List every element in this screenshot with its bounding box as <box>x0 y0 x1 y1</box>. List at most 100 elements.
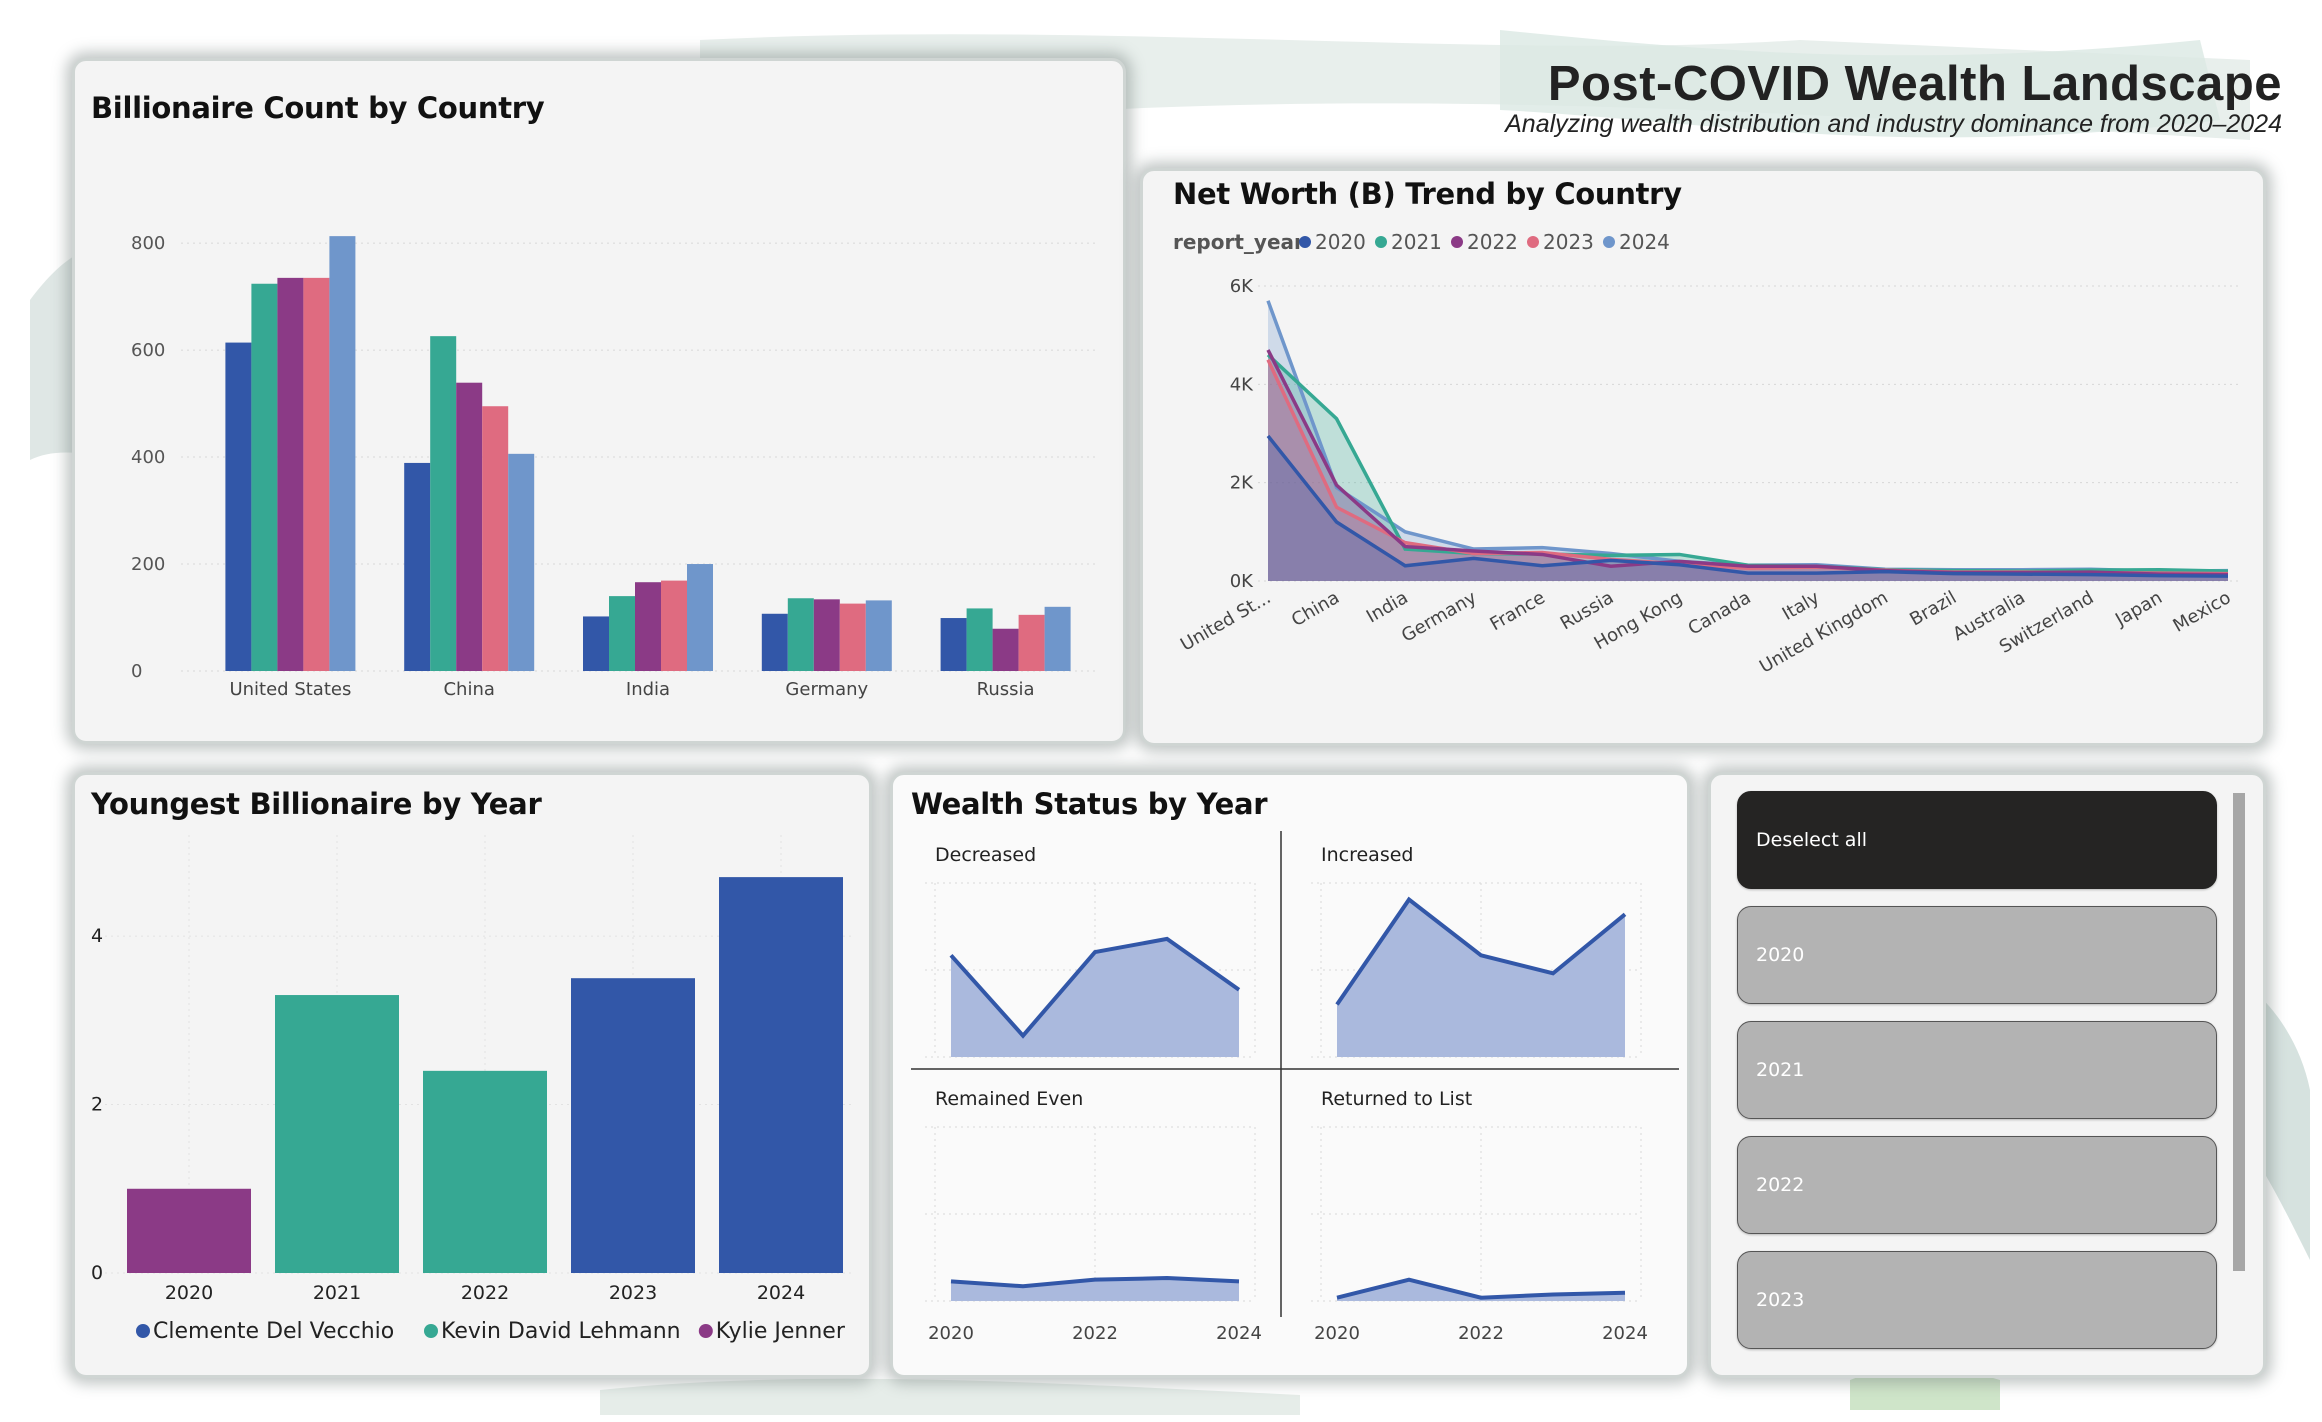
x-tick-label: 2024 <box>757 1282 805 1304</box>
area-2024 <box>1268 300 2228 581</box>
slicer-item-2021[interactable]: 2021 <box>1737 1021 2217 1119</box>
youngest-billionaire-chart[interactable]: 0 2 4 2020 2021 2022 2023 2024 Clemente Del Vecc… <box>75 775 869 1375</box>
bar[interactable] <box>719 877 843 1273</box>
billionaire-count-card[interactable]: Billionaire Count by Country 0 200 400 600 8… <box>72 58 1126 744</box>
bar[interactable] <box>992 628 1019 671</box>
x-tick-label: Brazil <box>1906 587 1960 630</box>
series-line-2024[interactable] <box>1266 300 2229 573</box>
bar[interactable] <box>508 453 535 671</box>
bar[interactable] <box>571 978 695 1273</box>
bar[interactable] <box>225 342 252 671</box>
legend-label[interactable]: 2021 <box>1391 230 1442 254</box>
slicer-item-2023[interactable]: 2023 <box>1737 1251 2217 1349</box>
wealth-status-title: Wealth Status by Year <box>911 787 1268 821</box>
y-tick-label: 600 <box>131 340 165 361</box>
x-tick-label: Canada <box>1685 587 1755 639</box>
x-tick-label: United Kingdom <box>1756 587 1892 677</box>
bar[interactable] <box>275 995 399 1273</box>
x-tick-label: 2020 <box>165 1282 213 1304</box>
series-line[interactable] <box>949 936 1241 1039</box>
panel-title: Increased <box>1321 844 1413 866</box>
x-tick-label: United St... <box>1177 587 1275 655</box>
legend-marker[interactable] <box>1375 236 1387 248</box>
bar[interactable] <box>966 608 993 671</box>
y-tick-label: 6K <box>1230 276 1254 297</box>
bar[interactable] <box>277 277 304 671</box>
bar[interactable] <box>635 582 661 671</box>
x-tick-label: 2024 <box>1216 1323 1262 1344</box>
year-slicer-card[interactable]: Deselect all 2020 2021 2022 2023 <box>1708 772 2266 1378</box>
x-tick-label: United States <box>229 679 351 700</box>
billionaire-count-chart[interactable]: 0 200 400 600 800 United States China India Germ… <box>75 61 1123 741</box>
bar[interactable] <box>761 613 788 671</box>
bar[interactable] <box>813 599 840 671</box>
bar[interactable] <box>329 236 356 672</box>
legend-label[interactable]: 2024 <box>1619 230 1670 254</box>
bar[interactable] <box>865 600 892 671</box>
bar[interactable] <box>661 580 687 671</box>
youngest-billionaire-title: Youngest Billionaire by Year <box>91 787 542 821</box>
series-line[interactable] <box>950 1276 1240 1289</box>
series-line[interactable] <box>1336 1277 1626 1300</box>
bar[interactable] <box>609 596 635 671</box>
slicer-item-deselect-all[interactable]: Deselect all <box>1737 791 2217 889</box>
x-tick-label: France <box>1486 587 1548 635</box>
area-2021 <box>1268 354 2228 581</box>
legend-marker[interactable] <box>1299 236 1311 248</box>
bar[interactable] <box>430 336 457 671</box>
legend-label[interactable]: Clemente Del Vecchio <box>153 1319 394 1344</box>
bar[interactable] <box>940 618 967 671</box>
bar[interactable] <box>1044 606 1071 671</box>
net-worth-chart[interactable]: report_year 2020 2021 2022 2023 2024 0K 2K 4K 6K U… <box>1143 171 2263 743</box>
x-tick-label: India <box>626 679 670 700</box>
legend-marker[interactable] <box>1603 236 1615 248</box>
bar[interactable] <box>482 406 509 671</box>
bar[interactable] <box>787 598 814 671</box>
panel-title: Decreased <box>935 844 1036 866</box>
wealth-status-card[interactable]: Wealth Status by Year Decreased Increased… <box>890 772 1690 1378</box>
series-line[interactable] <box>1335 896 1627 1006</box>
area-fill <box>951 938 1239 1057</box>
youngest-billionaire-card[interactable]: Youngest Billionaire by Year 0 2 4 2020 2021… <box>72 772 872 1378</box>
legend-marker[interactable] <box>136 1324 150 1338</box>
series-line-2020[interactable] <box>1266 434 2229 578</box>
series-line-2022[interactable] <box>1266 349 2229 577</box>
legend-marker[interactable] <box>698 1324 713 1338</box>
legend-label[interactable]: Kevin David Lehmann <box>441 1319 681 1344</box>
legend-title: report_year <box>1173 230 1304 254</box>
legend-marker[interactable] <box>1451 236 1463 248</box>
legend-marker[interactable] <box>424 1324 438 1338</box>
x-tick-label: 2022 <box>1458 1323 1504 1344</box>
legend-label[interactable]: 2020 <box>1315 230 1366 254</box>
y-tick-label: 2K <box>1230 473 1254 494</box>
slicer-scrollbar[interactable] <box>2233 793 2245 1271</box>
slicer-item-2020[interactable]: 2020 <box>1737 906 2217 1004</box>
bar[interactable] <box>404 462 431 671</box>
bar[interactable] <box>583 616 609 671</box>
y-tick-label: 4 <box>91 925 103 947</box>
y-tick-label: 800 <box>131 233 165 254</box>
bar[interactable] <box>423 1070 547 1273</box>
bar[interactable] <box>839 603 866 671</box>
bar[interactable] <box>687 564 713 671</box>
y-tick-label: 200 <box>131 554 165 575</box>
area-fill <box>951 1278 1239 1301</box>
wealth-status-chart[interactable]: Decreased Increased Remained Even 2020 2022 2… <box>893 775 1687 1375</box>
legend-marker[interactable] <box>1527 236 1539 248</box>
legend-label[interactable]: 2022 <box>1467 230 1518 254</box>
net-worth-title: Net Worth (B) Trend by Country <box>1173 177 1682 211</box>
x-tick-label: Russia <box>977 679 1035 700</box>
legend-label[interactable]: Kylie Jenner <box>716 1319 846 1344</box>
bar[interactable] <box>127 1188 251 1273</box>
net-worth-card[interactable]: Net Worth (B) Trend by Country report_ye… <box>1140 168 2266 746</box>
bar[interactable] <box>303 277 330 671</box>
bar[interactable] <box>456 382 483 671</box>
bar[interactable] <box>1018 614 1045 671</box>
x-tick-label: 2020 <box>928 1323 974 1344</box>
billionaire-count-title: Billionaire Count by Country <box>91 91 545 125</box>
legend-label[interactable]: 2023 <box>1543 230 1594 254</box>
bar[interactable] <box>251 283 278 671</box>
y-tick-label: 2 <box>91 1094 103 1116</box>
slicer-item-2022[interactable]: 2022 <box>1737 1136 2217 1234</box>
x-tick-label: 2024 <box>1602 1323 1648 1344</box>
